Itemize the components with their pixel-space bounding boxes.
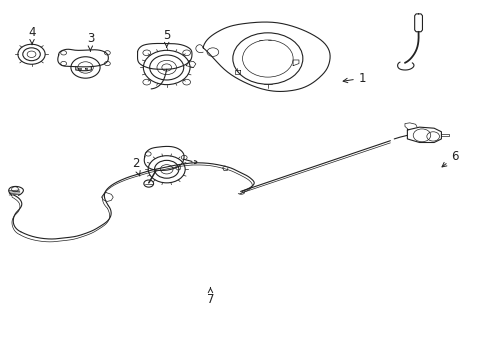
Text: 5: 5 xyxy=(163,29,170,48)
Text: 1: 1 xyxy=(343,72,366,85)
Text: 6: 6 xyxy=(441,150,458,167)
Text: 2: 2 xyxy=(131,157,140,176)
Text: 7: 7 xyxy=(206,288,214,306)
Text: 4: 4 xyxy=(28,26,36,45)
Text: 3: 3 xyxy=(86,32,94,51)
